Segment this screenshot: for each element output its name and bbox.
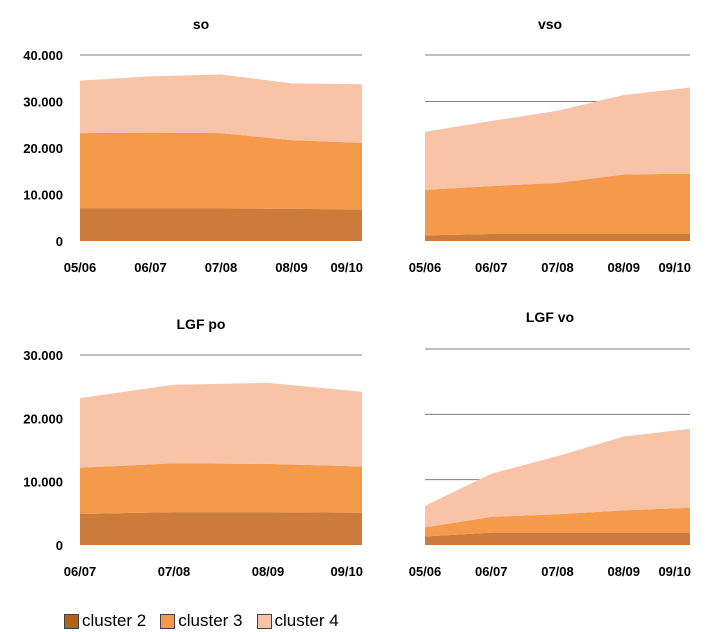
legend-swatch-cluster-4 bbox=[256, 613, 272, 629]
panel-3-y-tick-label: 10.000 bbox=[23, 475, 63, 490]
panel-2-x-tick-label: 05/06 bbox=[409, 260, 442, 275]
panel-2-area-cluster-3 bbox=[425, 173, 690, 236]
legend-swatch-cluster-3 bbox=[160, 613, 176, 629]
panel-4-area-cluster-2 bbox=[425, 532, 690, 545]
legend: cluster 2 cluster 3 cluster 4 bbox=[64, 610, 353, 632]
panel-1-x-tick-label: 09/10 bbox=[330, 260, 363, 275]
panel-1-y-tick-label: 10.000 bbox=[23, 188, 63, 203]
legend-label-cluster-4: cluster 4 bbox=[274, 611, 339, 630]
panel-2-title: vso bbox=[538, 16, 562, 32]
panel-2-x-tick-label: 08/09 bbox=[607, 260, 640, 275]
panel-1-x-tick-label: 07/08 bbox=[205, 260, 238, 275]
legend-item-cluster-4: cluster 4 bbox=[256, 611, 339, 631]
panel-3-x-tick-label: 07/08 bbox=[158, 564, 191, 579]
panel-4-x-tick-label: 09/10 bbox=[658, 564, 691, 579]
panel-1-area-cluster-4 bbox=[80, 74, 362, 143]
panel-1-y-tick-label: 0 bbox=[56, 234, 63, 249]
panel-3-title: LGF po bbox=[177, 316, 226, 332]
panel-4-x-tick-label: 05/06 bbox=[409, 564, 442, 579]
panel-1-x-tick-label: 08/09 bbox=[275, 260, 308, 275]
panel-3-x-tick-label: 06/07 bbox=[64, 564, 97, 579]
legend-label-cluster-2: cluster 2 bbox=[82, 611, 147, 630]
legend-item-cluster-3: cluster 3 bbox=[160, 611, 243, 631]
panel-3-area-cluster-2 bbox=[80, 512, 362, 545]
panel-3-area-cluster-4 bbox=[80, 382, 362, 468]
panel-4-title: LGF vo bbox=[526, 309, 574, 325]
panel-3-y-tick-label: 20.000 bbox=[23, 411, 63, 426]
panel-2-x-tick-label: 07/08 bbox=[541, 260, 574, 275]
panel-1-x-tick-label: 06/07 bbox=[134, 260, 167, 275]
panel-4-area-cluster-4 bbox=[425, 428, 690, 528]
panel-2-area-cluster-2 bbox=[425, 234, 690, 241]
legend-swatch-cluster-2 bbox=[64, 613, 79, 629]
panel-1-y-tick-label: 40.000 bbox=[23, 48, 63, 63]
panel-1-y-tick-label: 20.000 bbox=[23, 141, 63, 156]
panel-3-y-tick-label: 0 bbox=[56, 538, 63, 553]
panel-4-x-tick-label: 07/08 bbox=[541, 564, 574, 579]
panel-2-x-tick-label: 09/10 bbox=[658, 260, 691, 275]
panel-1-title: so bbox=[193, 16, 209, 32]
panel-4-x-tick-label: 08/09 bbox=[607, 564, 640, 579]
panel-3-x-tick-label: 09/10 bbox=[330, 564, 363, 579]
panel-3-y-tick-label: 30.000 bbox=[23, 348, 63, 363]
panel-1-area-cluster-3 bbox=[80, 132, 362, 210]
panel-1-area-cluster-2 bbox=[80, 208, 362, 241]
panel-2-x-tick-label: 06/07 bbox=[475, 260, 508, 275]
panel-1-y-tick-label: 30.000 bbox=[23, 95, 63, 110]
panel-3-area-cluster-3 bbox=[80, 463, 362, 514]
legend-item-cluster-2: cluster 2 bbox=[64, 611, 146, 631]
panel-2-area-cluster-4 bbox=[425, 87, 690, 190]
panel-4-x-tick-label: 06/07 bbox=[475, 564, 508, 579]
legend-label-cluster-3: cluster 3 bbox=[178, 611, 243, 630]
panel-3-x-tick-label: 08/09 bbox=[252, 564, 285, 579]
panel-1-x-tick-label: 05/06 bbox=[64, 260, 97, 275]
panel-4-area-cluster-3 bbox=[425, 507, 690, 537]
